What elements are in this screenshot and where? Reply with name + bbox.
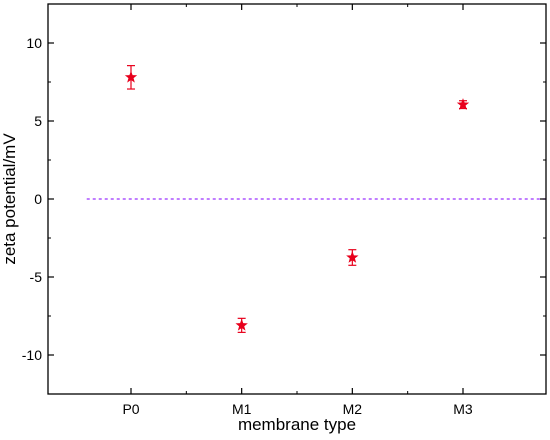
y-tick-label: 10 <box>26 35 42 51</box>
star-marker <box>456 98 470 110</box>
x-tick-label: M2 <box>343 401 363 417</box>
star-marker <box>346 251 359 263</box>
x-tick-label: P0 <box>122 401 139 417</box>
x-tick-label: M1 <box>232 401 252 417</box>
axis-ticks: -10 -5 0 5 10 P0 M1 M2 M3 <box>22 3 546 417</box>
data-point-m3 <box>456 98 470 110</box>
star-marker <box>235 318 248 331</box>
data-point-p0 <box>124 65 138 90</box>
data-point-m1 <box>235 317 248 333</box>
data-markers <box>124 65 470 333</box>
x-axis-title: membrane type <box>238 415 356 434</box>
x-tick-label: M3 <box>453 401 473 417</box>
y-tick-label: -10 <box>22 347 42 363</box>
star-marker <box>124 70 138 83</box>
y-axis-title: zeta potential/mV <box>0 133 19 265</box>
data-point-m2 <box>346 249 359 266</box>
y-tick-label: 5 <box>34 113 42 129</box>
y-tick-label: -5 <box>30 269 43 285</box>
y-tick-label: 0 <box>34 191 42 207</box>
